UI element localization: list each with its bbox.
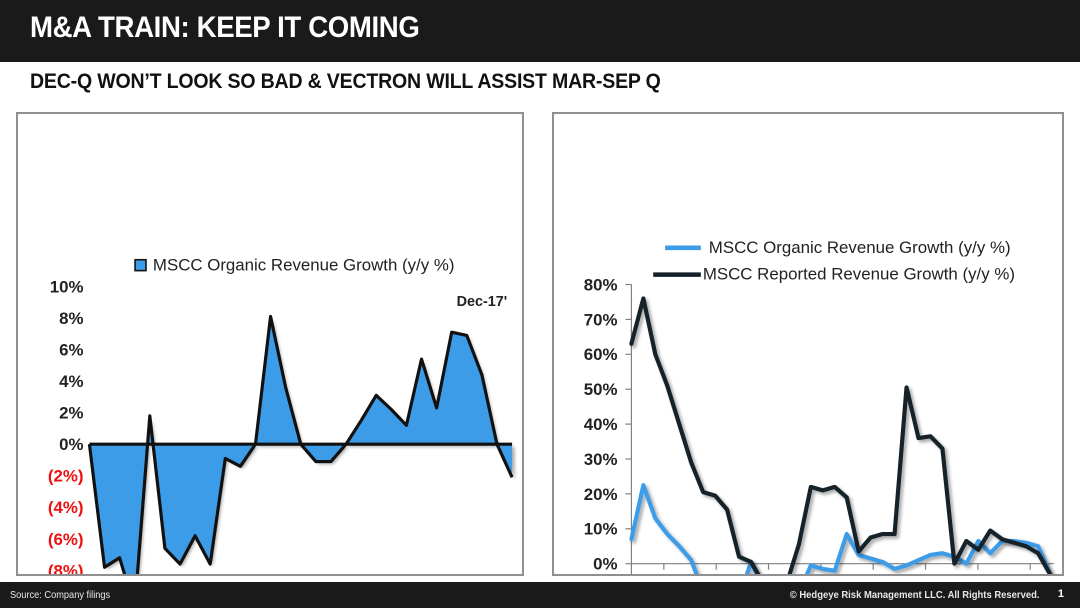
- y-tick-label: 20%: [584, 485, 618, 504]
- y-tick-label: 30%: [584, 450, 618, 469]
- y-tick-label: 70%: [584, 310, 618, 329]
- y-tick-label: 4%: [59, 372, 83, 391]
- legend-label-organic: MSCC Organic Revenue Growth (y/y %): [709, 238, 1011, 257]
- y-tick-label: (8%): [48, 561, 84, 574]
- copyright-note: © Hedgeye Risk Management LLC. All Right…: [790, 589, 1040, 601]
- y-tick-label: 0%: [593, 555, 617, 574]
- series-line-organic: [629, 483, 1053, 574]
- y-tick-label: (6%): [48, 530, 84, 549]
- legend-swatch-organic: [134, 258, 147, 272]
- y-tick-label: 10%: [584, 520, 618, 539]
- source-note: Source: Company filings: [10, 589, 111, 601]
- series-outline-organic: [87, 314, 514, 574]
- left-plot-area: [87, 314, 514, 574]
- y-tick-label: 50%: [584, 380, 618, 399]
- left-legend: MSCC Organic Revenue Growth (y/y %): [134, 256, 455, 275]
- y-tick-label: 10%: [50, 277, 84, 296]
- y-tick-label: 40%: [584, 415, 618, 434]
- organic-vs-reported-line-chart: 80%70%60%50%40%30%20%10%0%(10%)(20%) Dec…: [584, 238, 1055, 574]
- chart-annotation: Dec-17': [457, 294, 508, 310]
- right-y-axis-labels: 80%70%60%50%40%30%20%10%0%(10%)(20%): [584, 275, 632, 574]
- right-plot-area: [629, 296, 1053, 574]
- right-x-axis-labels: Dec-10Dec-11Dec-12Dec-13Dec-14Dec-15Dec-…: [663, 563, 1031, 570]
- organic-revenue-area-chart: 10%8%6%4%2%0%(2%)(4%)(6%)(8%)(10%)(12%) …: [48, 256, 514, 574]
- legend-label-reported: MSCC Reported Revenue Growth (y/y %): [703, 265, 1015, 284]
- page-title: M&A TRAIN: KEEP IT COMING: [30, 11, 420, 44]
- series-line-reported: [629, 296, 1053, 574]
- left-y-axis-labels: 10%8%6%4%2%0%(2%)(4%)(6%)(8%)(10%)(12%): [48, 277, 84, 574]
- y-tick-label: 60%: [584, 345, 618, 364]
- legend-label-organic: MSCC Organic Revenue Growth (y/y %): [153, 256, 455, 275]
- y-tick-label: (2%): [48, 467, 84, 486]
- page-number: 1: [1057, 588, 1064, 600]
- y-tick-label: 0%: [59, 435, 83, 454]
- footer-bar: Source: Company filings © Hedgeye Risk M…: [0, 582, 1080, 608]
- y-tick-label: (4%): [48, 498, 84, 517]
- left-annotations: Dec-17': [457, 294, 508, 310]
- area-fill-organic: [89, 316, 513, 574]
- y-tick-label: 8%: [59, 309, 83, 328]
- y-tick-label: 2%: [59, 404, 83, 423]
- y-tick-label: 6%: [59, 341, 83, 360]
- chart-panel-left: 10%8%6%4%2%0%(2%)(4%)(6%)(8%)(10%)(12%) …: [16, 112, 524, 576]
- page-subtitle: DEC-Q WON’T LOOK SO BAD & VECTRON WILL A…: [30, 70, 661, 93]
- right-legend: MSCC Organic Revenue Growth (y/y %) MSCC …: [653, 238, 1015, 284]
- chart-panel-right: 80%70%60%50%40%30%20%10%0%(10%)(20%) Dec…: [552, 112, 1064, 576]
- y-tick-label: 80%: [584, 275, 618, 294]
- title-bar: M&A TRAIN: KEEP IT COMING: [0, 0, 1080, 62]
